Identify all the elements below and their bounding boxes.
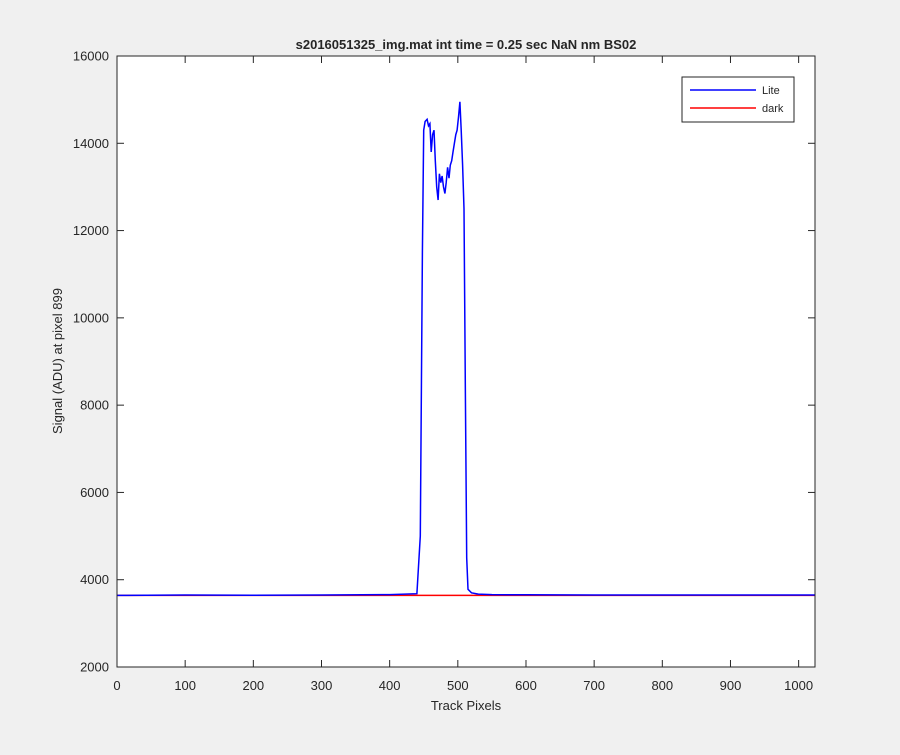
y-tick-label: 8000 — [80, 398, 109, 413]
y-tick-label: 6000 — [80, 485, 109, 500]
y-tick-label: 4000 — [80, 572, 109, 587]
x-tick-label: 0 — [113, 678, 120, 693]
x-tick-label: 900 — [720, 678, 742, 693]
plot-frame — [116, 55, 816, 668]
x-tick-label: 100 — [174, 678, 196, 693]
plot-area — [117, 56, 815, 667]
x-tick-label: 400 — [379, 678, 401, 693]
x-tick-label: 500 — [447, 678, 469, 693]
y-axis: 2000 4000 6000 8000 10000 12000 14000 16000 — [73, 49, 815, 675]
x-tick-label: 600 — [515, 678, 537, 693]
x-axis-label: Track Pixels — [431, 698, 502, 713]
x-tick-label: 300 — [311, 678, 333, 693]
x-axis: 0 100 200 300 400 500 600 700 800 900 1000 — [113, 56, 813, 693]
x-tick-label: 1000 — [784, 678, 813, 693]
y-tick-label: 2000 — [80, 660, 109, 675]
y-tick-label: 16000 — [73, 49, 109, 64]
legend-box — [681, 76, 795, 123]
y-tick-label: 12000 — [73, 223, 109, 238]
x-tick-label: 700 — [583, 678, 605, 693]
series-line-lite — [116, 101, 815, 597]
x-tick-label: 800 — [651, 678, 673, 693]
x-tick-label: 200 — [242, 678, 264, 693]
traces — [116, 101, 815, 597]
y-axis-label: Signal (ADU) at pixel 899 — [50, 288, 65, 434]
y-tick-label: 10000 — [73, 310, 109, 325]
chart-title: s2016051325_img.mat int time = 0.25 sec … — [296, 37, 637, 52]
legend-label-lite: Lite — [762, 85, 780, 97]
legend: Lite dark — [681, 76, 795, 123]
legend-label-dark: dark — [762, 103, 784, 115]
y-tick-label: 14000 — [73, 136, 109, 151]
